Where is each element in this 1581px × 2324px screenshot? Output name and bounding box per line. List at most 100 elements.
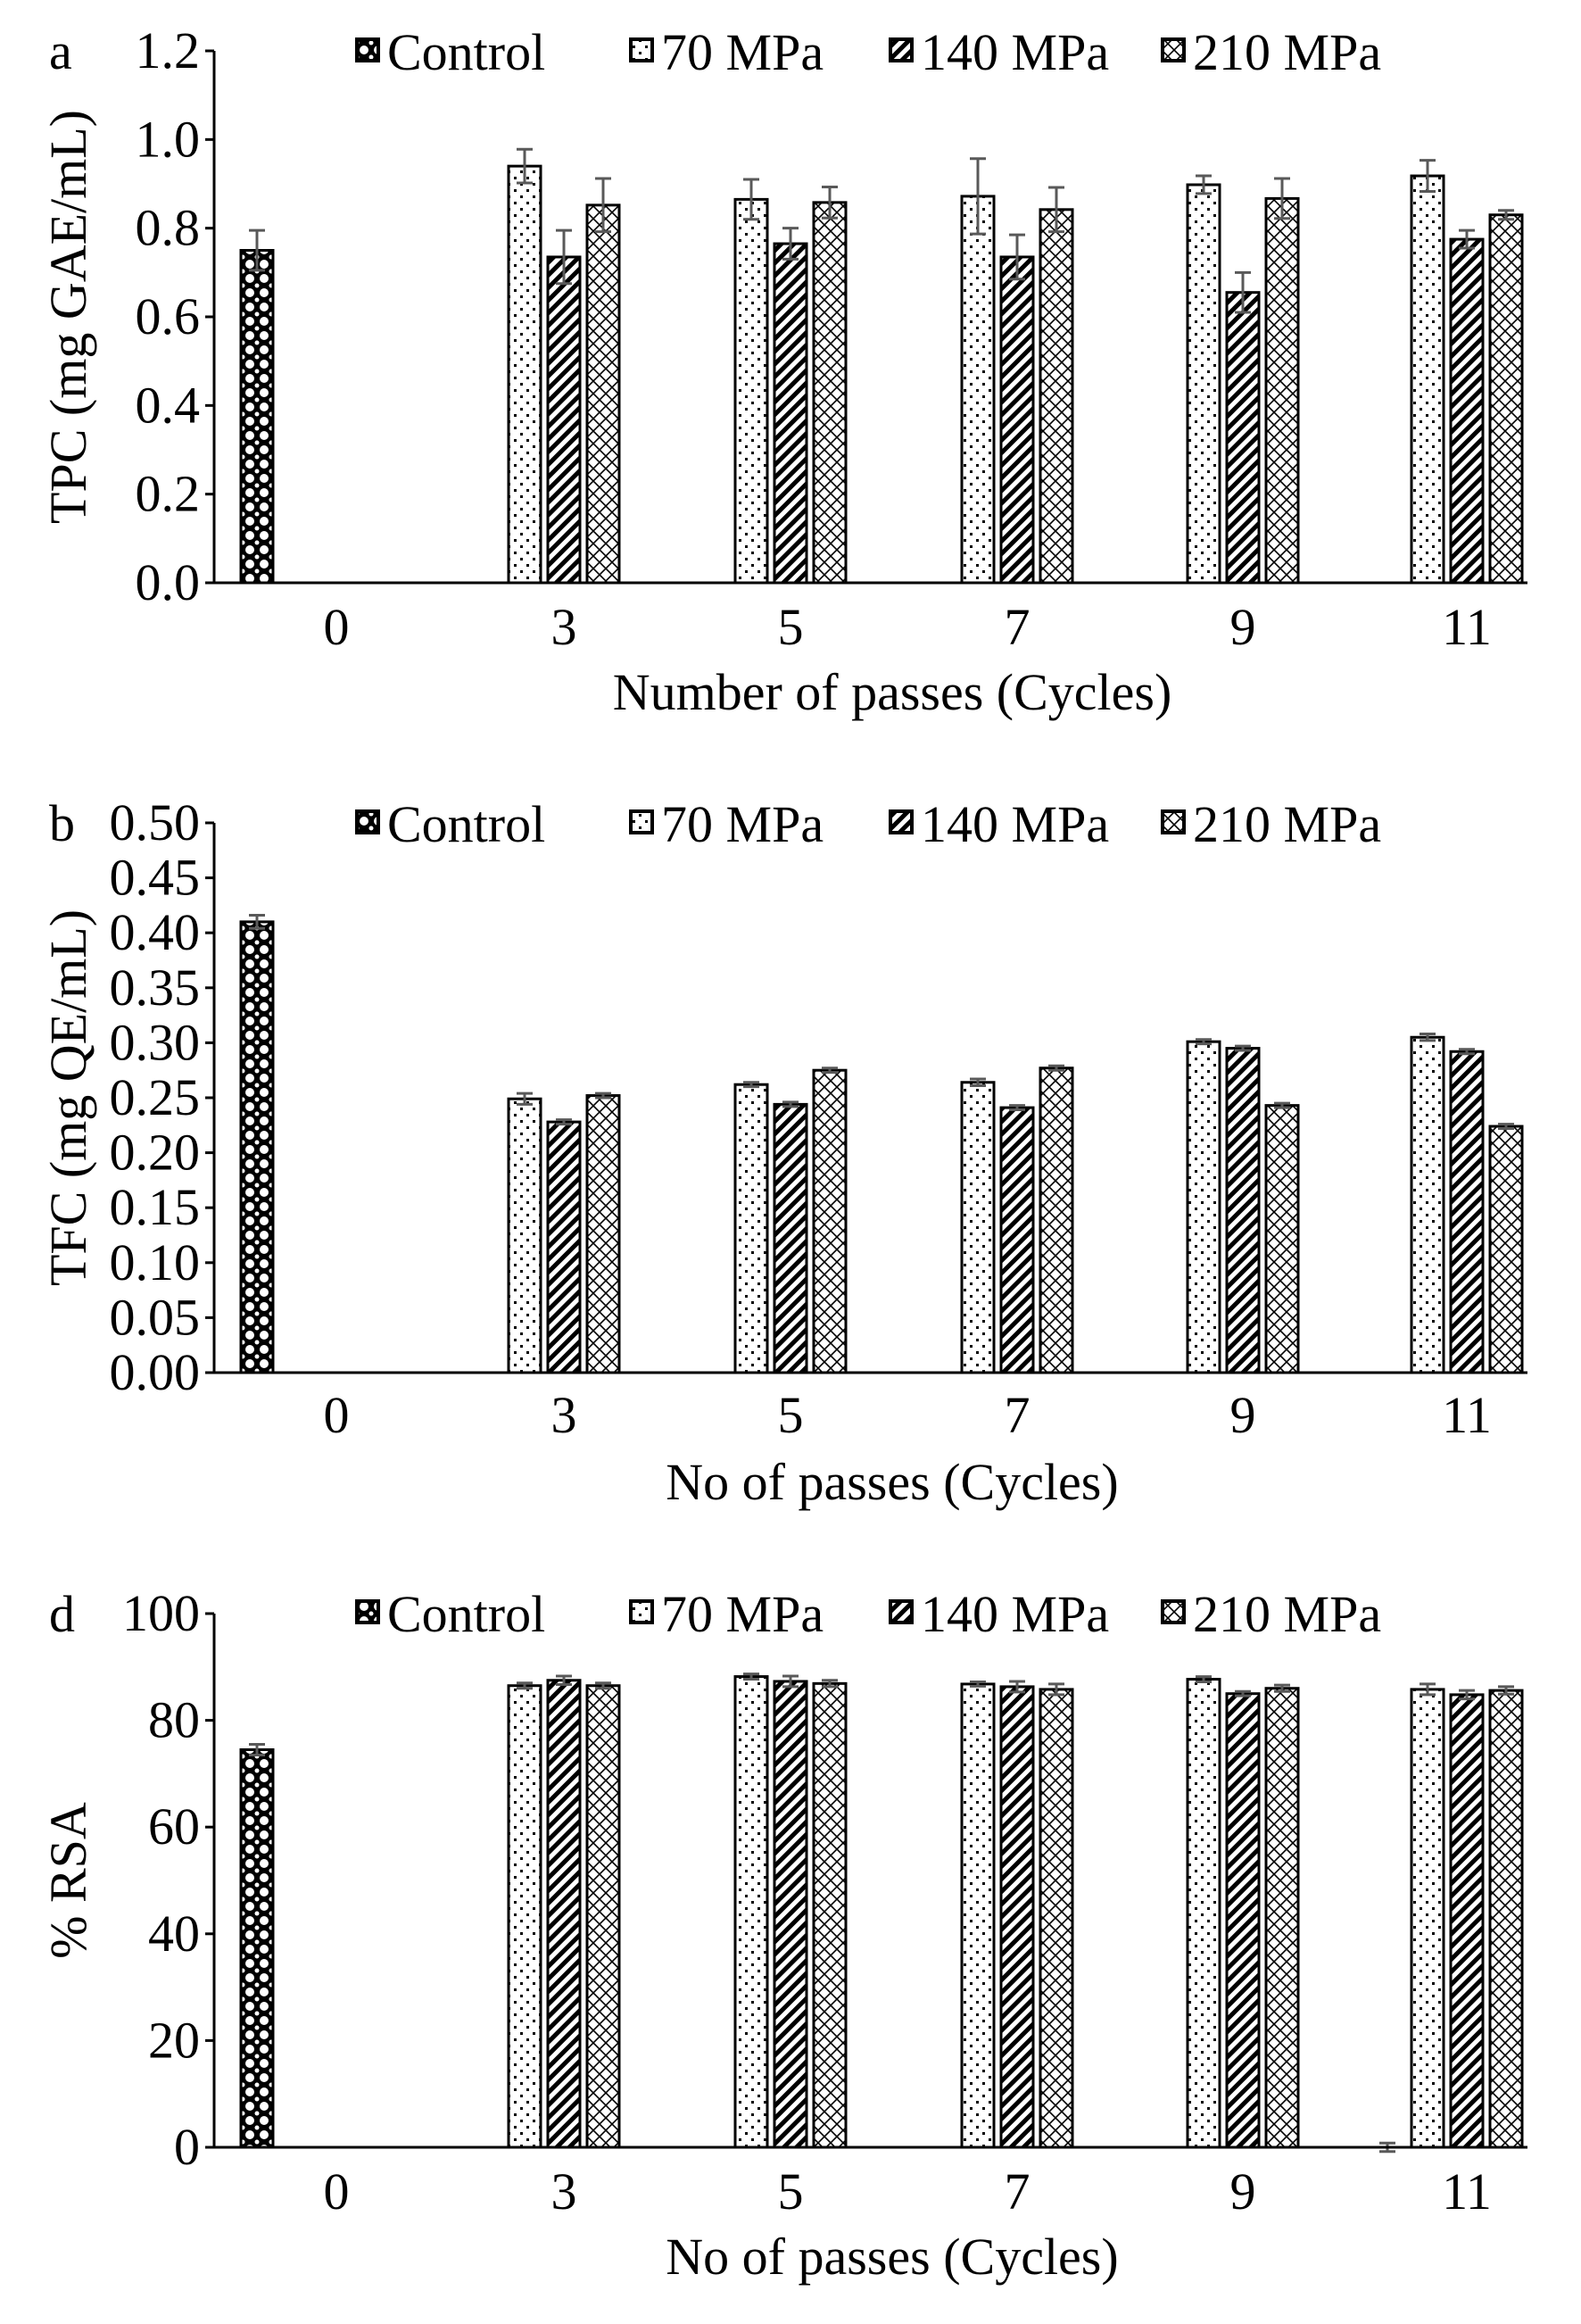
chart-panel-d: d 0 20 40 60 80 100 0 3 5 7 9 11 No of passes (Cycles… bbox=[39, 1584, 1527, 2286]
error-bar bbox=[970, 1077, 986, 1087]
y-tick-label: 0 bbox=[174, 2118, 200, 2176]
error-bar bbox=[1420, 1682, 1436, 1697]
error-bar bbox=[249, 1743, 265, 1756]
error-bar bbox=[822, 1067, 838, 1075]
y-axis-label: TPC (mg GAE/mL) bbox=[39, 110, 97, 524]
y-tick-label: 0.35 bbox=[110, 959, 201, 1017]
y-axis-label: % RSA bbox=[39, 1802, 97, 1959]
legend-label: 210 MPa bbox=[1193, 1585, 1381, 1643]
x-tick-label: 9 bbox=[1230, 598, 1256, 656]
error-bar bbox=[970, 157, 986, 236]
legend-label: Control bbox=[387, 1585, 545, 1643]
error-bar bbox=[782, 1100, 799, 1108]
chart-panel-b: b 0.000.050.100.150.200.250.300.350.400.4… bbox=[39, 793, 1527, 1511]
error-bar bbox=[1235, 1044, 1251, 1052]
error-bar bbox=[743, 1081, 759, 1089]
bar-140-mpa-9 bbox=[1225, 1692, 1261, 2149]
x-tick-label: 9 bbox=[1230, 1386, 1256, 1444]
x-tick-label: 5 bbox=[778, 2162, 804, 2220]
bar-140-mpa-9 bbox=[1225, 1047, 1261, 1374]
error-bar bbox=[595, 1091, 611, 1100]
legend-label: Control bbox=[387, 795, 545, 853]
y-tick-label: 40 bbox=[148, 1905, 200, 1963]
y-tick-label: 0.0 bbox=[136, 553, 201, 611]
x-tick-label: 3 bbox=[551, 1386, 577, 1444]
error-bar bbox=[1196, 1038, 1212, 1046]
error-bar bbox=[1235, 270, 1251, 314]
legend-swatch bbox=[889, 37, 914, 62]
y-tick-label: 100 bbox=[122, 1584, 200, 1642]
bar-70-mpa-7 bbox=[960, 1081, 996, 1374]
bar-control-0 bbox=[239, 249, 275, 585]
error-bar bbox=[1498, 1685, 1514, 1696]
y-tick-label: 0.40 bbox=[110, 903, 201, 961]
error-bar bbox=[517, 147, 533, 185]
bar-210-mpa-7 bbox=[1039, 1067, 1074, 1374]
legend-label: 70 MPa bbox=[661, 795, 824, 853]
legend-item: 210 MPa bbox=[1161, 1585, 1381, 1643]
bar-210-mpa-3 bbox=[585, 1094, 621, 1374]
bar-140-mpa-7 bbox=[999, 255, 1035, 585]
y-tick-label: 0.25 bbox=[110, 1068, 201, 1126]
bar-70-mpa-5 bbox=[733, 1083, 769, 1374]
error-bar bbox=[1274, 177, 1290, 220]
legend-item: 210 MPa bbox=[1161, 795, 1381, 853]
y-tick-label: 1.0 bbox=[136, 110, 201, 168]
y-tick-label: 80 bbox=[148, 1691, 200, 1749]
bar-70-mpa-11 bbox=[1410, 1035, 1445, 1374]
bar-210-mpa-9 bbox=[1264, 196, 1300, 585]
bar-70-mpa-5 bbox=[733, 1675, 769, 2149]
legend-label: 70 MPa bbox=[661, 23, 824, 81]
legend-item: 70 MPa bbox=[629, 1585, 824, 1643]
legend-swatch bbox=[889, 1599, 914, 1624]
error-bar bbox=[556, 1674, 572, 1687]
panel-letter: a bbox=[49, 22, 72, 80]
legend-swatch bbox=[1161, 1599, 1186, 1624]
legend-item: 70 MPa bbox=[629, 23, 824, 81]
legend-item: Control bbox=[355, 1585, 545, 1643]
x-tick-label: 7 bbox=[1005, 598, 1031, 656]
bar-70-mpa-9 bbox=[1186, 1678, 1221, 2149]
error-bar bbox=[595, 177, 611, 234]
bar-70-mpa-3 bbox=[507, 164, 542, 585]
error-bar bbox=[1048, 1064, 1064, 1072]
error-bar bbox=[1274, 1683, 1290, 1693]
y-tick-label: 0.00 bbox=[110, 1343, 201, 1401]
legend-item: 140 MPa bbox=[889, 795, 1109, 853]
error-bar bbox=[1235, 1689, 1251, 1697]
y-tick-label: 0.05 bbox=[110, 1288, 201, 1346]
x-tick-label: 5 bbox=[778, 598, 804, 656]
bar-210-mpa-7 bbox=[1039, 208, 1074, 585]
error-bar bbox=[970, 1681, 986, 1688]
bar-210-mpa-11 bbox=[1488, 213, 1524, 585]
bar-210-mpa-11 bbox=[1488, 1125, 1524, 1374]
y-tick-label: 0.8 bbox=[136, 199, 201, 257]
bar-70-mpa-7 bbox=[960, 195, 996, 585]
bar-210-mpa-9 bbox=[1264, 1687, 1300, 2149]
x-tick-label: 0 bbox=[324, 2162, 350, 2220]
bar-210-mpa-9 bbox=[1264, 1104, 1300, 1374]
error-bar bbox=[556, 1118, 572, 1126]
bar-140-mpa-11 bbox=[1449, 1693, 1485, 2149]
bar-70-mpa-3 bbox=[507, 1097, 542, 1374]
x-tick-label: 11 bbox=[1442, 598, 1492, 656]
bar-70-mpa-9 bbox=[1186, 1040, 1221, 1374]
x-tick-label: 7 bbox=[1005, 2162, 1031, 2220]
y-tick-label: 60 bbox=[148, 1797, 200, 1855]
bar-140-mpa-5 bbox=[773, 1102, 808, 1374]
error-bar bbox=[1009, 233, 1025, 281]
error-bar bbox=[822, 185, 838, 220]
panel-letter: b bbox=[49, 794, 75, 852]
legend-label: 140 MPa bbox=[921, 795, 1109, 853]
x-axis-label: No of passes (Cycles) bbox=[666, 2228, 1118, 2286]
x-tick-label: 3 bbox=[551, 598, 577, 656]
legend-swatch bbox=[629, 1599, 654, 1624]
bar-140-mpa-9 bbox=[1225, 291, 1261, 585]
bar-210-mpa-5 bbox=[812, 1068, 848, 1374]
error-bar bbox=[1009, 1104, 1025, 1112]
error-bar bbox=[249, 228, 265, 272]
error-bar bbox=[782, 227, 799, 261]
bar-210-mpa-5 bbox=[812, 1681, 848, 2149]
bar-control-0 bbox=[239, 1747, 275, 2149]
error-bar bbox=[1420, 159, 1436, 193]
